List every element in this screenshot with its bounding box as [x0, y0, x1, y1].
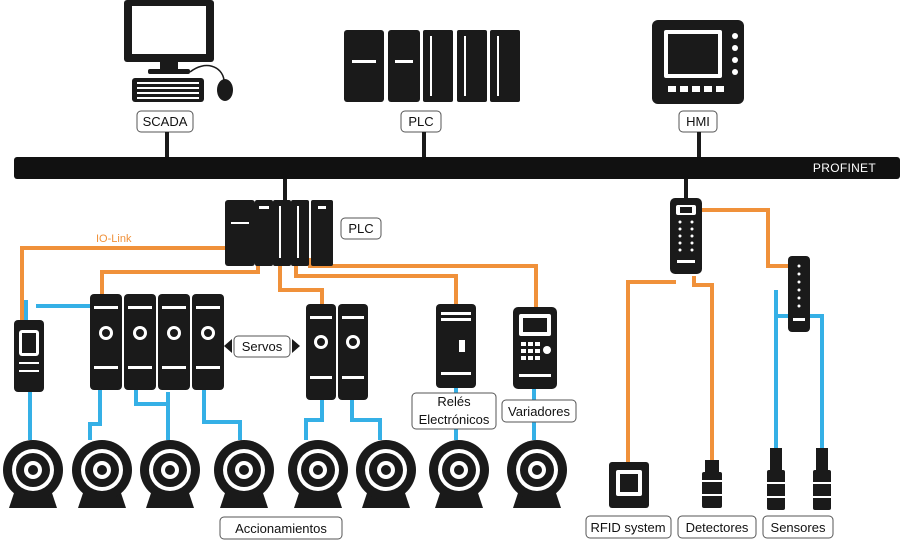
profinet-label: PROFINET: [813, 161, 876, 175]
reles-label-box: [411, 392, 497, 430]
sensores-label-box: [762, 515, 834, 539]
reles-label-line1: Relés: [437, 394, 471, 409]
hmi-panel-icon: [652, 20, 744, 104]
plc-mid-label: PLC: [348, 221, 373, 236]
scada-label: SCADA: [143, 114, 188, 129]
reles-label-line2: Electrónicos: [419, 412, 490, 427]
electronic-relay-icon: [436, 304, 476, 388]
plc-mid-label-box: [340, 217, 382, 240]
frequency-drive-icon: [513, 307, 557, 389]
io-link-master-icon: [788, 256, 810, 332]
io-link-label: IO-Link: [96, 233, 132, 245]
accionamientos-label: Accionamientos: [235, 521, 327, 536]
io-link-cables: [20, 208, 788, 468]
sensor-cables: [24, 290, 824, 450]
motor-icon: [140, 440, 200, 508]
arrow-left-icon: [224, 339, 232, 353]
motor-icon: [3, 440, 63, 508]
proximity-sensor-icon: [702, 460, 722, 508]
keyboard-icon: [132, 78, 204, 102]
rfid-label: RFID system: [590, 520, 665, 535]
computer-monitor-icon: [124, 0, 214, 74]
motor-icon: [356, 440, 416, 508]
servo-drive-icon: [14, 320, 44, 392]
proximity-sensor-icon: [813, 448, 831, 510]
detectores-label-box: [677, 515, 757, 539]
detectores-label: Detectores: [686, 520, 749, 535]
mouse-icon: [189, 64, 233, 101]
servos-label-box: [233, 335, 291, 358]
variadores-label-box: [501, 399, 577, 423]
plc-rack-icon: [225, 200, 333, 266]
arrow-right-icon: [292, 339, 300, 353]
variadores-label: Variadores: [508, 404, 570, 419]
profinet-bus: [14, 157, 900, 179]
motor-row: [3, 440, 567, 508]
io-link-master-icon: [670, 198, 702, 274]
motor-icon: [507, 440, 567, 508]
motor-icon: [214, 440, 274, 508]
motor-icon: [288, 440, 348, 508]
hmi-label: HMI: [686, 114, 710, 129]
rfid-label-box: [585, 515, 672, 539]
rfid-reader-icon: [609, 462, 649, 508]
motor-icon: [72, 440, 132, 508]
servo-drive-icon: [306, 304, 368, 400]
plc-top-label: PLC: [408, 114, 433, 129]
plc-rack-icon: [344, 30, 520, 102]
sensores-label: Sensores: [771, 520, 826, 535]
accionamientos-label-box: [219, 516, 343, 540]
proximity-sensor-icon: [767, 448, 785, 510]
servo-drive-icon: [90, 294, 224, 390]
plc-top-label-box: [400, 110, 442, 133]
servos-label: Servos: [242, 339, 283, 354]
motor-icon: [429, 440, 489, 508]
